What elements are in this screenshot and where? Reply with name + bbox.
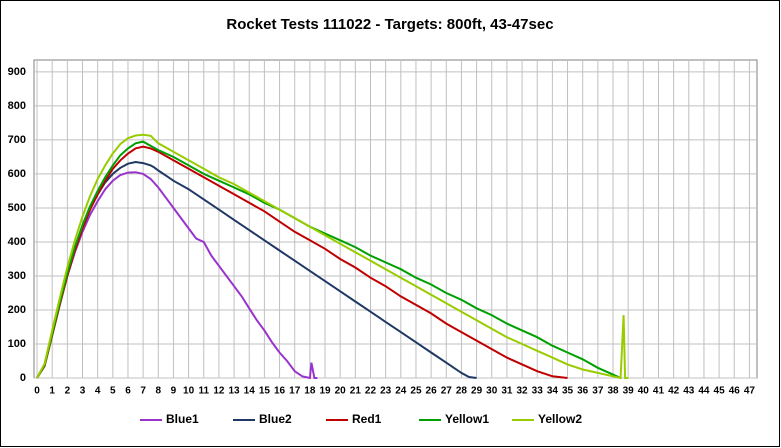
- x-tick-label: 5: [110, 386, 116, 397]
- y-tick-label: 200: [8, 304, 26, 316]
- y-tick-label: 800: [8, 100, 26, 112]
- y-tick-label: 100: [8, 338, 26, 350]
- x-tick-label: 20: [335, 386, 347, 397]
- x-tick-label: 44: [698, 386, 710, 397]
- x-tick-label: 2: [65, 386, 71, 397]
- data-line: [36, 171, 318, 380]
- x-tick-label: 28: [456, 386, 468, 397]
- x-tick-label: 16: [274, 386, 286, 397]
- x-tick-label: 31: [501, 386, 513, 397]
- x-tick-label: 15: [259, 386, 271, 397]
- x-tick-label: 43: [683, 386, 695, 397]
- x-tick-label: 39: [623, 386, 635, 397]
- y-tick-label: 600: [8, 168, 26, 180]
- x-tick-label: 45: [714, 386, 726, 397]
- x-tick-label: 25: [410, 386, 422, 397]
- y-tick-label: 300: [8, 270, 26, 282]
- x-tick-label: 8: [156, 386, 162, 397]
- x-tick-label: 19: [319, 386, 331, 397]
- x-tick-label: 12: [213, 386, 225, 397]
- x-tick-label: 22: [365, 386, 377, 397]
- legend-label: Yellow2: [538, 412, 582, 426]
- y-tick-label: 400: [8, 236, 26, 248]
- y-tick-label: 500: [8, 202, 26, 214]
- x-tick-label: 35: [562, 386, 574, 397]
- x-tick-label: 47: [744, 386, 756, 397]
- x-tick-label: 9: [171, 386, 177, 397]
- data-line: [36, 133, 629, 380]
- x-tick-label: 34: [547, 386, 559, 397]
- x-tick-label: 32: [517, 386, 529, 397]
- x-tick-label: 7: [140, 386, 146, 397]
- legend-label: Blue1: [166, 412, 199, 426]
- x-tick-label: 38: [607, 386, 619, 397]
- x-tick-label: 36: [577, 386, 589, 397]
- x-tick-label: 14: [244, 386, 256, 397]
- data-line: [36, 145, 568, 379]
- x-tick-label: 41: [653, 386, 665, 397]
- x-tick-label: 40: [638, 386, 650, 397]
- chart-title: Rocket Tests 111022 - Targets: 800ft, 43…: [226, 16, 553, 33]
- y-tick-label: 900: [8, 66, 26, 78]
- x-tick-label: 23: [380, 386, 392, 397]
- x-tick-label: 6: [125, 386, 131, 397]
- y-tick-label: 700: [8, 134, 26, 146]
- y-tick-label: 0: [20, 372, 26, 384]
- x-tick-label: 18: [304, 386, 316, 397]
- x-tick-label: 11: [198, 386, 209, 397]
- legend-label: Red1: [352, 412, 382, 426]
- x-tick-label: 1: [49, 386, 55, 397]
- x-tick-label: 13: [229, 386, 241, 397]
- x-tick-label: 33: [532, 386, 544, 397]
- legend-label: Blue2: [259, 412, 292, 426]
- plot-area: [33, 59, 758, 379]
- x-tick-label: 10: [183, 386, 195, 397]
- x-tick-label: 17: [289, 386, 301, 397]
- x-tick-label: 29: [471, 386, 483, 397]
- x-tick-label: 3: [80, 386, 86, 397]
- x-tick-label: 46: [729, 386, 741, 397]
- x-tick-label: 27: [441, 386, 453, 397]
- x-tick-label: 26: [426, 386, 438, 397]
- x-tick-label: 0: [34, 386, 40, 397]
- x-tick-label: 37: [592, 386, 604, 397]
- x-tick-label: 4: [95, 386, 101, 397]
- x-tick-label: 21: [350, 386, 362, 397]
- legend-label: Yellow1: [445, 412, 489, 426]
- x-tick-label: 24: [395, 386, 407, 397]
- x-tick-label: 30: [486, 386, 498, 397]
- x-tick-label: 42: [668, 386, 680, 397]
